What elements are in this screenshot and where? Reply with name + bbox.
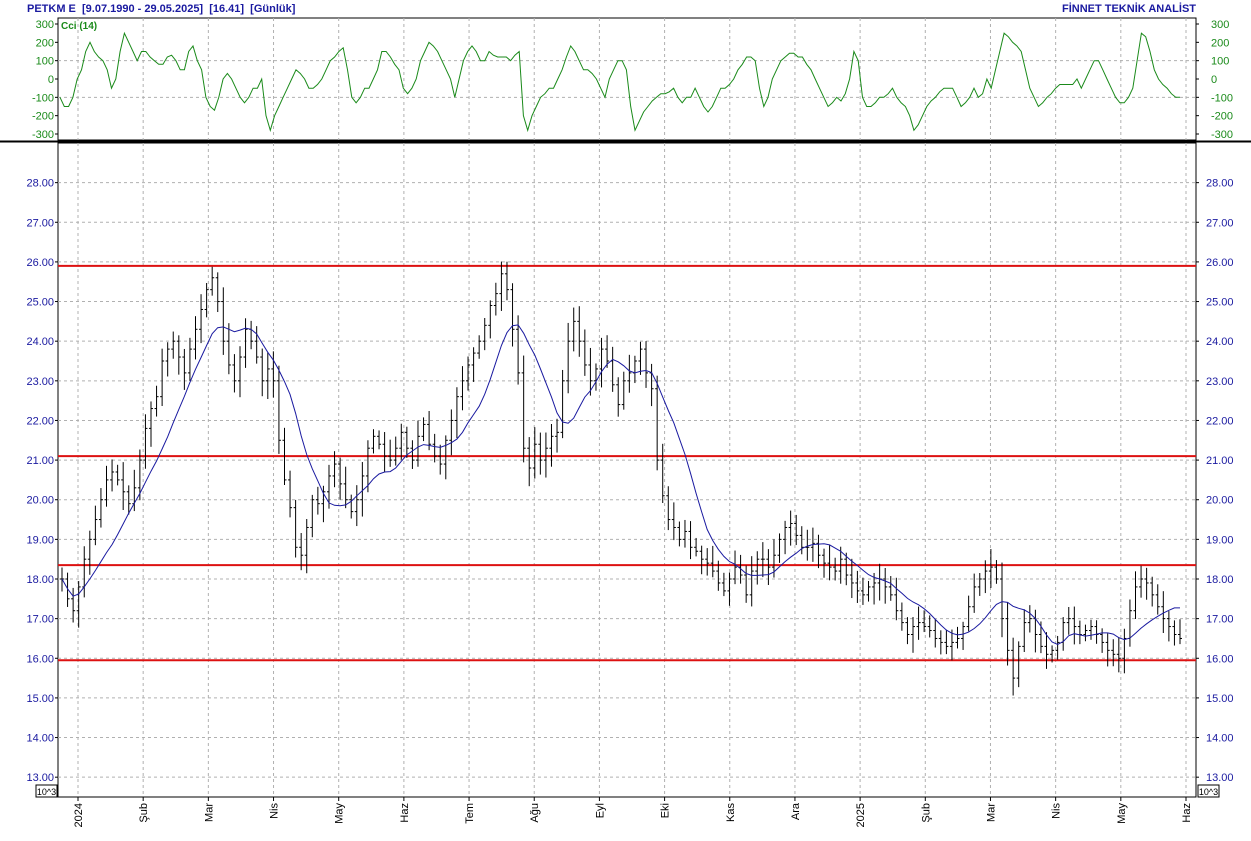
cci-tick-label-left: -100 bbox=[32, 92, 54, 104]
price-tick-label-right: 25.00 bbox=[1206, 297, 1234, 309]
price-tick-label-right: 26.00 bbox=[1206, 257, 1234, 269]
price-tick-label-left: 19.00 bbox=[26, 534, 54, 546]
cci-tick-label-right: -200 bbox=[1211, 111, 1233, 123]
price-tick-label-left: 24.00 bbox=[26, 336, 54, 348]
x-tick-label: Tem bbox=[464, 803, 476, 824]
cci-tick-label-right: 200 bbox=[1211, 37, 1229, 49]
price-tick-label-right: 17.00 bbox=[1206, 614, 1234, 626]
cci-series bbox=[59, 31, 1180, 133]
price-tick-label-left: 22.00 bbox=[26, 415, 54, 427]
price-tick-label-left: 16.00 bbox=[26, 653, 54, 665]
cci-tick-label-right: 100 bbox=[1211, 56, 1229, 68]
price-tick-label-right: 28.00 bbox=[1206, 178, 1234, 190]
price-tick-label-left: 27.00 bbox=[26, 217, 54, 229]
price-grid bbox=[58, 143, 1196, 797]
price-tick-label-left: 25.00 bbox=[26, 297, 54, 309]
price-tick-label-right: 13.00 bbox=[1206, 772, 1234, 784]
price-tick-label-left: 15.00 bbox=[26, 693, 54, 705]
cci-line bbox=[59, 31, 1180, 133]
x-tick-label: Eki bbox=[660, 803, 672, 818]
price-tick-label-right: 24.00 bbox=[1206, 336, 1234, 348]
cci-tick-label-left: 200 bbox=[36, 37, 54, 49]
chart-title: PETKM E [9.07.1990 - 29.05.2025] [16.41]… bbox=[27, 3, 296, 15]
cci-tick-label-right: -100 bbox=[1211, 92, 1233, 104]
price-tick-label-right: 15.00 bbox=[1206, 693, 1234, 705]
x-tick-label: 2025 bbox=[855, 803, 867, 827]
x-tick-label: Mar bbox=[203, 803, 215, 822]
price-tick-label-right: 14.00 bbox=[1206, 733, 1234, 745]
price-axis: 28.00 28.00 27.00 27.00 26.00 26.00 25.00 25.00… bbox=[26, 178, 1234, 798]
cci-tick-label-left: -300 bbox=[32, 129, 54, 141]
price-tick-label-right: 27.00 bbox=[1206, 217, 1234, 229]
price-tick-label-right: 19.00 bbox=[1206, 534, 1234, 546]
x-tick-label: 2024 bbox=[73, 803, 85, 827]
price-tick-label-left: 17.00 bbox=[26, 614, 54, 626]
price-tick-label-left: 18.00 bbox=[26, 574, 54, 586]
price-tick-label-left: 23.00 bbox=[26, 376, 54, 388]
vendor-title: FİNNET TEKNİK ANALİST bbox=[1061, 3, 1196, 15]
cci-tick-label-right: 300 bbox=[1211, 19, 1229, 31]
price-panel-border bbox=[57, 142, 1197, 798]
scale-label-left: 10^3 bbox=[37, 787, 56, 797]
x-tick-label: Ağu bbox=[529, 803, 541, 823]
x-tick-label: Nis bbox=[1051, 803, 1063, 819]
cci-axis: 300 300 200 200 100 100 0 0 -100 -100 -200 -200 -300… bbox=[32, 19, 1233, 141]
price-tick-label-right: 21.00 bbox=[1206, 455, 1234, 467]
cci-tick-label-right: 0 bbox=[1211, 74, 1217, 86]
x-tick-label: Nis bbox=[269, 803, 281, 819]
cci-tick-label-right: -300 bbox=[1211, 129, 1233, 141]
price-tick-label-left: 14.00 bbox=[26, 733, 54, 745]
x-tick-label: Şub bbox=[138, 803, 150, 823]
price-tick-label-right: 23.00 bbox=[1206, 376, 1234, 388]
cci-tick-label-left: 100 bbox=[36, 56, 54, 68]
price-bars bbox=[60, 261, 1182, 696]
horizontal-levels bbox=[58, 264, 1196, 662]
scale-label-left-box bbox=[35, 784, 58, 798]
x-tick-label: Mar bbox=[985, 803, 997, 822]
x-tick-label: Haz bbox=[399, 803, 411, 823]
x-tick-label: May bbox=[334, 803, 346, 824]
x-axis: 2024 Şub Mar Nis May Haz Tem Ağu Eyl Eki Kas Ara 202… bbox=[73, 797, 1193, 827]
cci-indicator-label: Cci (14) bbox=[61, 21, 98, 32]
price-tick-label-right: 18.00 bbox=[1206, 574, 1234, 586]
cci-tick-label-left: 300 bbox=[36, 19, 54, 31]
x-tick-label: Ara bbox=[790, 802, 802, 820]
cci-tick-label-left: 0 bbox=[48, 74, 54, 86]
price-tick-label-left: 28.00 bbox=[26, 178, 54, 190]
cci-grid bbox=[58, 18, 1196, 140]
price-tick-label-right: 20.00 bbox=[1206, 495, 1234, 507]
price-tick-label-left: 21.00 bbox=[26, 455, 54, 467]
x-tick-label: May bbox=[1116, 803, 1128, 824]
price-tick-label-right: 16.00 bbox=[1206, 653, 1234, 665]
scale-label-right-box bbox=[1197, 784, 1220, 798]
price-tick-label-right: 22.00 bbox=[1206, 415, 1234, 427]
price-tick-label-left: 20.00 bbox=[26, 495, 54, 507]
price-tick-label-left: 26.00 bbox=[26, 257, 54, 269]
x-tick-label: Şub bbox=[920, 803, 932, 823]
moving-average-line bbox=[61, 324, 1180, 645]
chart-frame bbox=[0, 17, 1251, 798]
price-tick-label-left: 13.00 bbox=[26, 772, 54, 784]
x-tick-label: Eyl bbox=[594, 803, 606, 818]
x-tick-label: Kas bbox=[725, 803, 737, 822]
scale-label-right: 10^3 bbox=[1199, 787, 1218, 797]
x-tick-label: Haz bbox=[1181, 803, 1193, 823]
moving-average bbox=[61, 324, 1180, 645]
cci-tick-label-left: -200 bbox=[32, 111, 54, 123]
